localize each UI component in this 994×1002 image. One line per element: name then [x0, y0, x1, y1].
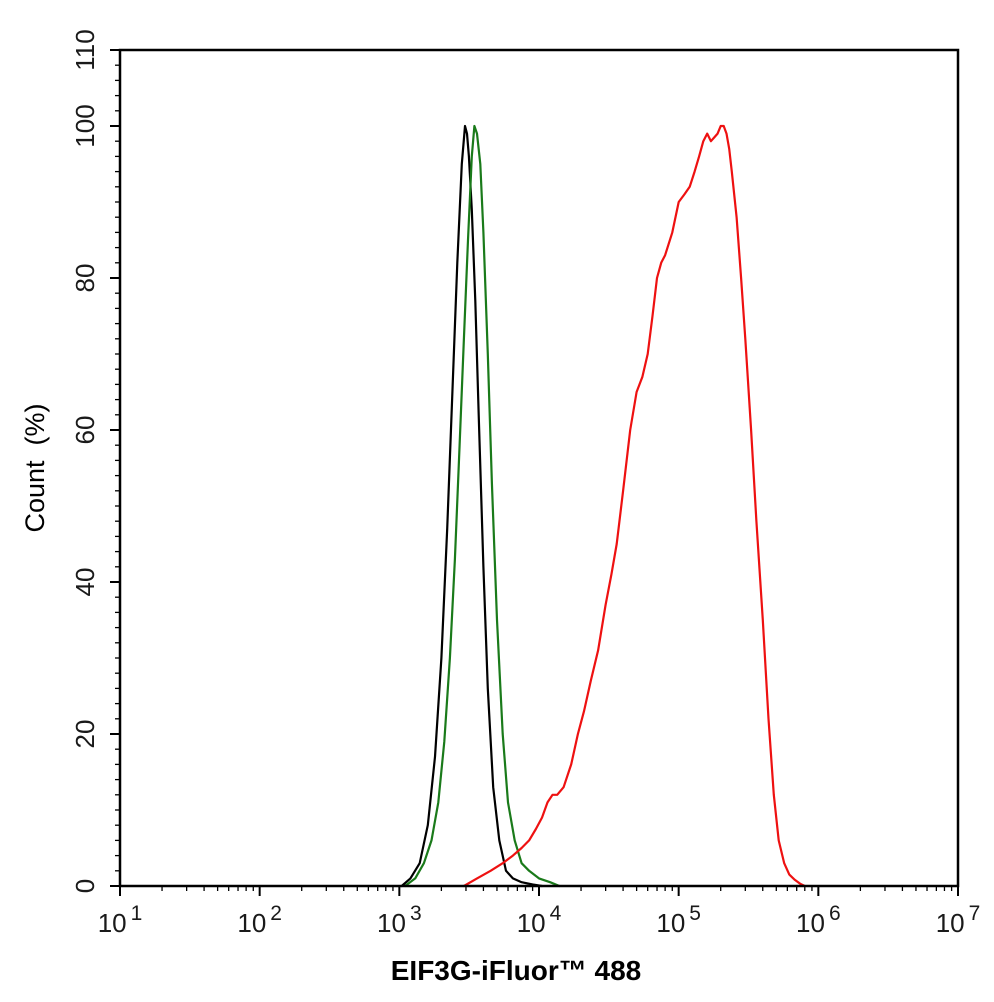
x-tick-label: 10 1 — [98, 902, 143, 938]
series-line-3 — [462, 124, 806, 888]
x-tick-label: 10 4 — [517, 902, 562, 938]
y-tick-label: 0 — [70, 879, 100, 893]
x-tick-label: 10 7 — [936, 902, 981, 938]
x-tick-label: 10 2 — [237, 902, 282, 938]
y-axis-title: Count (%) — [20, 403, 50, 532]
y-tick-label: 40 — [70, 568, 100, 597]
y-tick-label: 80 — [70, 264, 100, 293]
x-tick-label: 10 3 — [377, 902, 422, 938]
x-axis-title: EIF3G-iFluor™ 488 — [391, 955, 642, 986]
plot-frame — [118, 48, 960, 888]
y-tick-label: 110 — [70, 29, 100, 70]
y-tick-label: 60 — [70, 416, 100, 445]
y-tick-label: 20 — [70, 720, 100, 749]
series-layer — [400, 124, 806, 888]
y-tick-label: 100 — [70, 104, 100, 147]
x-axis-ticks: 10 1 10 2 10 3 10 4 10 5 10 6 10 7 — [98, 886, 981, 938]
x-tick-label: 10 5 — [656, 902, 701, 938]
series-line-1 — [400, 124, 544, 888]
x-tick-label: 10 6 — [796, 902, 841, 938]
series-line-2 — [404, 124, 561, 888]
